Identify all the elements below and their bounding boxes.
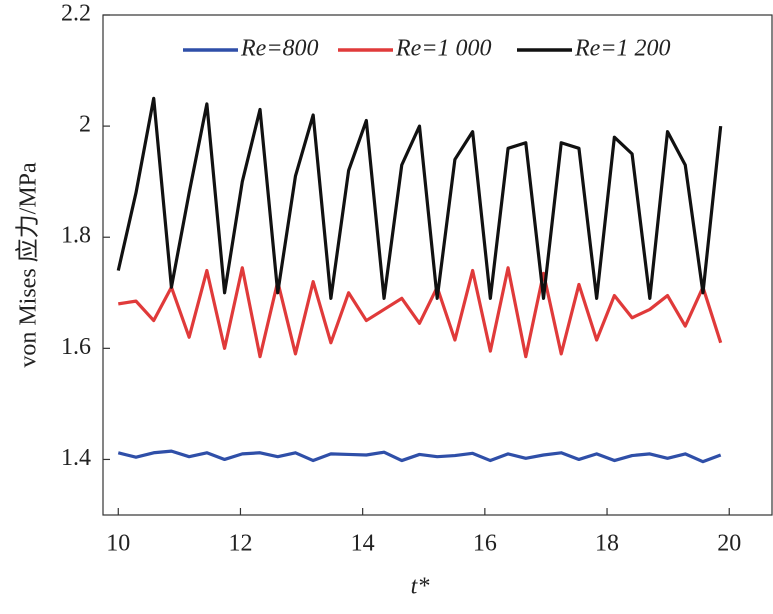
series-line bbox=[118, 266, 723, 359]
y-tick-label: 1.6 bbox=[61, 334, 91, 360]
x-axis-label: t* bbox=[411, 574, 430, 600]
series-line bbox=[117, 449, 722, 464]
x-tick-label: 18 bbox=[595, 531, 619, 557]
x-tick-label: 10 bbox=[106, 531, 130, 557]
legend-label: Re=1 000 bbox=[395, 36, 492, 62]
y-axis-label: von Mises 应力/MPa bbox=[15, 162, 42, 368]
legend-label: Re=1 200 bbox=[574, 36, 671, 62]
x-tick-label: 16 bbox=[473, 531, 497, 557]
y-tick-label: 2 bbox=[79, 112, 91, 138]
y-tick-label: 1.4 bbox=[61, 445, 91, 471]
x-tick-label: 20 bbox=[717, 531, 741, 557]
y-tick-label: 1.8 bbox=[61, 223, 91, 249]
x-tick-label: 12 bbox=[228, 531, 252, 557]
series-line bbox=[116, 96, 723, 300]
plot-frame bbox=[102, 14, 773, 516]
x-tick-label: 14 bbox=[351, 531, 375, 557]
y-tick-label: 2.2 bbox=[61, 1, 91, 27]
legend-label: Re=800 bbox=[240, 36, 319, 62]
